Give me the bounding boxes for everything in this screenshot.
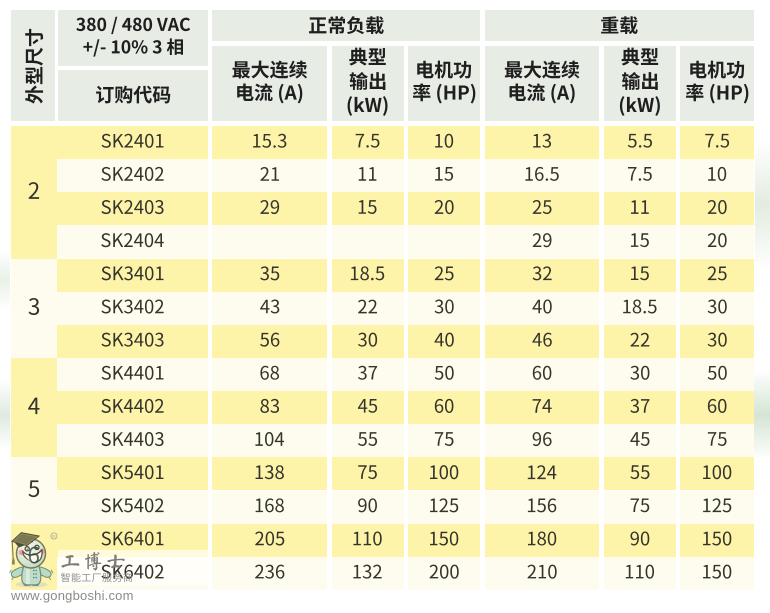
- svg-text:R: R: [52, 534, 56, 540]
